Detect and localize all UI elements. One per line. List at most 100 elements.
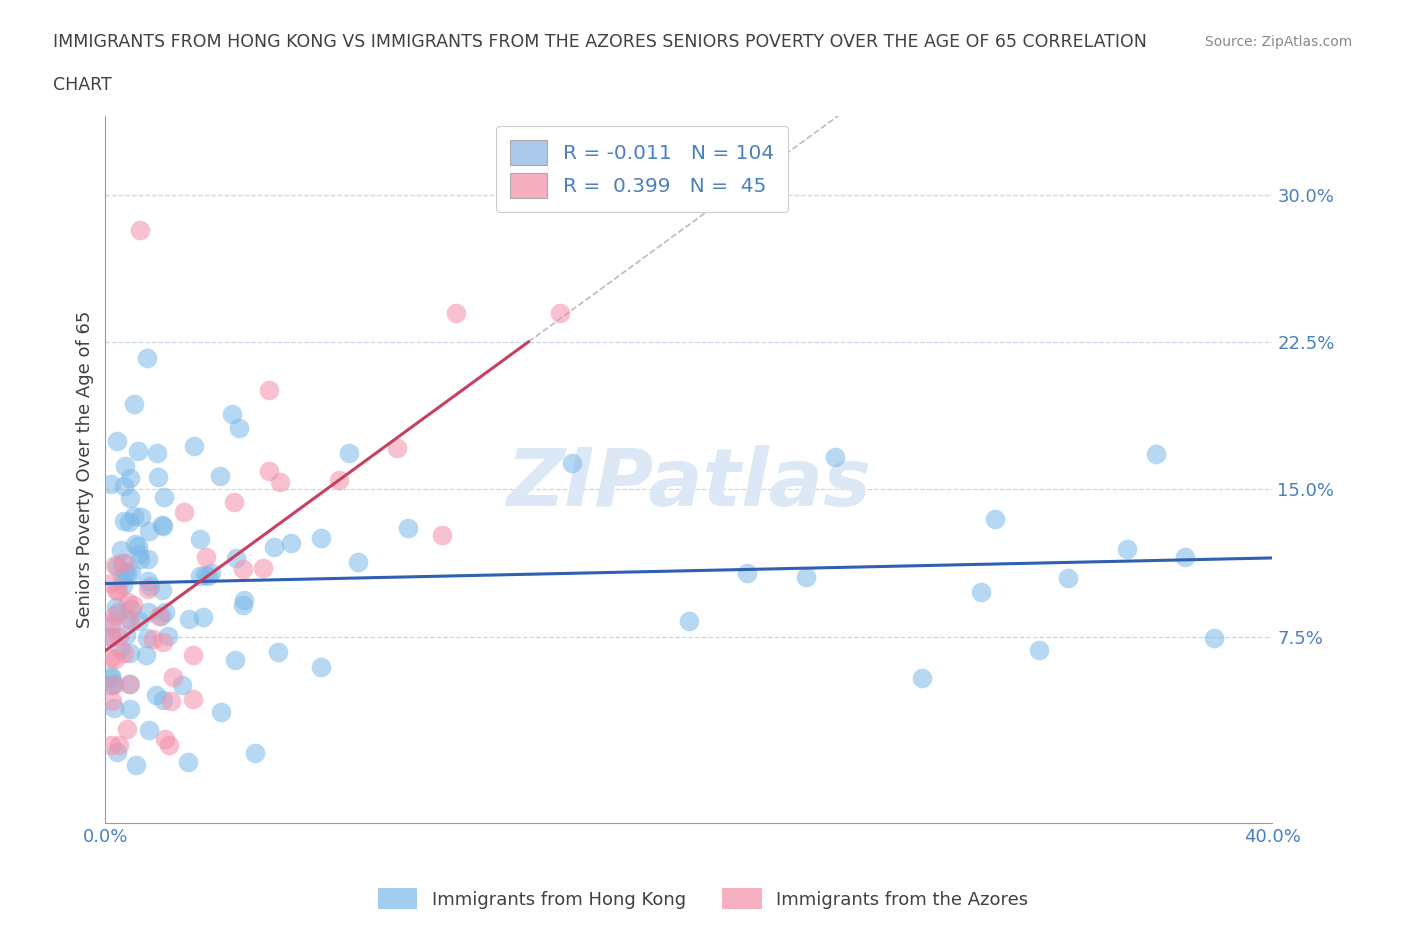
Y-axis label: Seniors Poverty Over the Age of 65: Seniors Poverty Over the Age of 65 [76, 311, 94, 629]
Point [269, 474, 292, 489]
Point [233, 592, 256, 607]
Point [120, 645, 142, 660]
Point [110, 543, 132, 558]
Point [153, 604, 176, 619]
Point [309, 659, 332, 674]
Point [135, 647, 157, 662]
Point [100, 616, 122, 631]
Point [101, 677, 124, 692]
Point [103, 676, 125, 691]
Point [100, 618, 122, 633]
Point [138, 524, 160, 538]
Point [100, 476, 122, 491]
Point [245, 746, 267, 761]
Point [188, 568, 211, 583]
Point [104, 582, 127, 597]
Point [127, 444, 149, 458]
Point [194, 550, 217, 565]
Legend: Immigrants from Hong Kong, Immigrants from the Azores: Immigrants from Hong Kong, Immigrants fr… [370, 881, 1036, 916]
Point [970, 584, 993, 599]
Point [117, 722, 139, 737]
Point [117, 610, 139, 625]
Point [153, 489, 176, 504]
Point [228, 420, 250, 435]
Point [224, 653, 246, 668]
Point [120, 565, 142, 579]
Point [124, 509, 146, 524]
Text: Source: ZipAtlas.com: Source: ZipAtlas.com [1205, 35, 1353, 49]
Point [1057, 571, 1080, 586]
Point [257, 382, 280, 397]
Point [111, 578, 134, 592]
Point [347, 554, 370, 569]
Legend: R = -0.011   N = 104, R =  0.399   N =  45: R = -0.011 N = 104, R = 0.399 N = 45 [496, 126, 789, 212]
Point [118, 676, 141, 691]
Point [181, 648, 204, 663]
Point [1028, 643, 1050, 658]
Point [136, 574, 159, 589]
Point [170, 677, 193, 692]
Point [984, 512, 1007, 526]
Point [118, 491, 141, 506]
Point [112, 479, 135, 494]
Point [444, 305, 467, 320]
Point [145, 687, 167, 702]
Point [177, 612, 200, 627]
Point [561, 456, 583, 471]
Point [114, 565, 136, 579]
Point [146, 470, 169, 485]
Point [129, 509, 152, 524]
Point [104, 557, 127, 572]
Point [150, 608, 173, 623]
Point [139, 578, 162, 593]
Point [105, 745, 128, 760]
Point [105, 433, 128, 448]
Point [118, 514, 141, 529]
Point [122, 396, 145, 411]
Point [136, 631, 159, 645]
Point [148, 609, 170, 624]
Point [200, 565, 222, 580]
Point [129, 552, 152, 567]
Point [117, 594, 139, 609]
Point [548, 305, 571, 320]
Point [112, 513, 135, 528]
Point [124, 537, 146, 551]
Point [112, 645, 135, 660]
Point [136, 604, 159, 619]
Point [150, 517, 173, 532]
Point [100, 630, 122, 644]
Point [737, 566, 759, 581]
Point [128, 614, 150, 629]
Point [100, 630, 122, 644]
Point [280, 536, 302, 551]
Point [155, 732, 177, 747]
Point [160, 694, 183, 709]
Point [104, 599, 127, 614]
Point [678, 613, 700, 628]
Point [105, 558, 128, 573]
Point [114, 628, 136, 643]
Point [142, 631, 165, 646]
Point [157, 629, 180, 644]
Point [107, 584, 129, 599]
Point [118, 613, 141, 628]
Point [135, 351, 157, 365]
Point [190, 531, 212, 546]
Point [1202, 631, 1225, 645]
Point [111, 570, 134, 585]
Point [177, 755, 200, 770]
Point [1115, 541, 1137, 556]
Point [152, 692, 174, 707]
Point [108, 642, 131, 657]
Point [118, 701, 141, 716]
Point [209, 705, 232, 720]
Point [232, 597, 254, 612]
Point [115, 566, 138, 581]
Point [193, 609, 215, 624]
Point [136, 581, 159, 596]
Point [396, 521, 419, 536]
Point [121, 598, 143, 613]
Point [104, 607, 127, 622]
Point [125, 757, 148, 772]
